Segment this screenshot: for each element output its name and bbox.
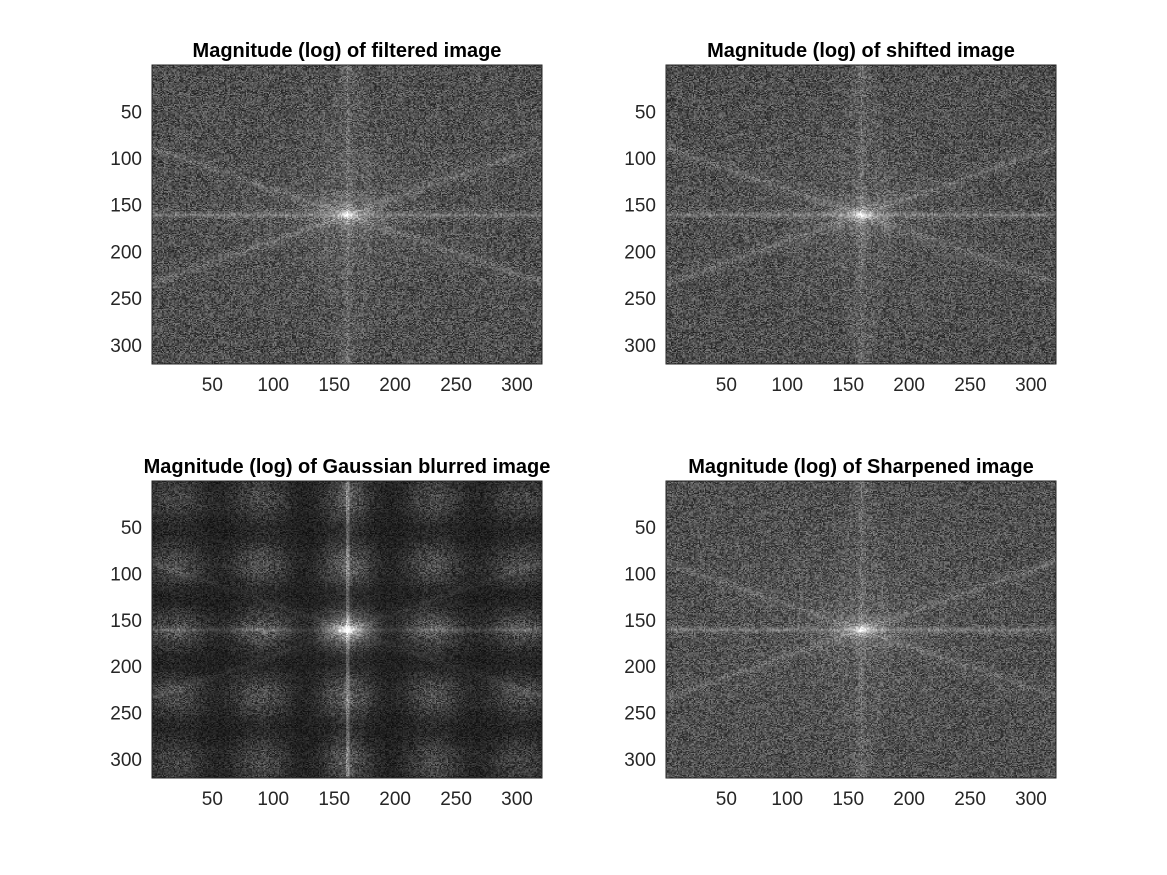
x-tick-label: 200 bbox=[379, 789, 411, 810]
y-tick-label: 250 bbox=[624, 289, 656, 310]
x-tick-label: 200 bbox=[893, 789, 925, 810]
axes-frame bbox=[151, 480, 543, 779]
axes-frame bbox=[151, 64, 543, 365]
x-tick-label: 150 bbox=[832, 375, 864, 396]
spectrum-image bbox=[152, 65, 542, 364]
spectrum-image bbox=[666, 481, 1056, 778]
subplot-2: 50 100 150 200 250 300 50 100 150 200 250 300 Magnit… bbox=[624, 40, 1057, 396]
y-tick-label: 50 bbox=[121, 102, 142, 123]
spectrum-image bbox=[666, 65, 1056, 364]
y-tick-label: 50 bbox=[635, 518, 656, 539]
x-tick-label: 300 bbox=[1015, 375, 1047, 396]
subplot-4: 50 100 150 200 250 300 50 100 150 200 250 300 Magnit… bbox=[624, 456, 1057, 810]
y-tick-label: 100 bbox=[624, 564, 656, 585]
y-tick-label: 200 bbox=[110, 242, 142, 263]
x-tick-label: 150 bbox=[832, 789, 864, 810]
x-tick-label: 200 bbox=[379, 375, 411, 396]
y-tick-label: 100 bbox=[624, 149, 656, 170]
x-tick-label: 200 bbox=[893, 375, 925, 396]
x-tick-label: 100 bbox=[771, 375, 803, 396]
y-tick-label: 250 bbox=[624, 704, 656, 725]
subplot-title: Magnitude (log) of Sharpened image bbox=[688, 456, 1034, 478]
y-tick-label: 100 bbox=[110, 564, 142, 585]
subplot-1: 50 100 150 200 250 300 50 100 150 200 250 300 Magnit… bbox=[110, 40, 543, 396]
x-tick-label: 50 bbox=[202, 789, 223, 810]
x-tick-label: 250 bbox=[440, 789, 472, 810]
y-tick-label: 50 bbox=[121, 518, 142, 539]
x-tick-label: 300 bbox=[1015, 789, 1047, 810]
axes-frame bbox=[665, 64, 1057, 365]
y-tick-label: 200 bbox=[110, 657, 142, 678]
x-tick-label: 300 bbox=[501, 375, 533, 396]
y-tick-label: 250 bbox=[110, 289, 142, 310]
y-tick-label: 150 bbox=[624, 611, 656, 632]
x-tick-label: 50 bbox=[716, 375, 737, 396]
subplot-title: Magnitude (log) of shifted image bbox=[707, 40, 1015, 62]
x-tick-label: 100 bbox=[257, 375, 289, 396]
subplot-title: Magnitude (log) of Gaussian blurred imag… bbox=[144, 456, 551, 478]
y-tick-label: 300 bbox=[110, 750, 142, 771]
x-tick-label: 50 bbox=[716, 789, 737, 810]
x-tick-label: 50 bbox=[202, 375, 223, 396]
y-tick-label: 200 bbox=[624, 657, 656, 678]
x-tick-label: 100 bbox=[771, 789, 803, 810]
axes-frame bbox=[665, 480, 1057, 779]
y-tick-label: 200 bbox=[624, 242, 656, 263]
x-tick-label: 250 bbox=[440, 375, 472, 396]
x-tick-label: 250 bbox=[954, 375, 986, 396]
y-tick-label: 150 bbox=[624, 196, 656, 217]
y-tick-label: 300 bbox=[624, 336, 656, 357]
y-tick-label: 50 bbox=[635, 102, 656, 123]
subplot-title: Magnitude (log) of filtered image bbox=[193, 40, 502, 62]
x-tick-label: 150 bbox=[318, 375, 350, 396]
x-tick-label: 250 bbox=[954, 789, 986, 810]
spectrum-image bbox=[152, 481, 542, 778]
y-tick-label: 300 bbox=[110, 336, 142, 357]
x-tick-label: 150 bbox=[318, 789, 350, 810]
x-tick-label: 300 bbox=[501, 789, 533, 810]
y-tick-label: 250 bbox=[110, 704, 142, 725]
y-tick-label: 300 bbox=[624, 750, 656, 771]
y-tick-label: 100 bbox=[110, 149, 142, 170]
y-tick-label: 150 bbox=[110, 611, 142, 632]
y-tick-label: 150 bbox=[110, 196, 142, 217]
subplot-grid: 50 100 150 200 250 300 50 100 150 200 250 300 Magnit… bbox=[110, 40, 1057, 810]
x-tick-label: 100 bbox=[257, 789, 289, 810]
subplot-3: 50 100 150 200 250 300 50 100 150 200 250 300 Magnit… bbox=[110, 456, 550, 810]
